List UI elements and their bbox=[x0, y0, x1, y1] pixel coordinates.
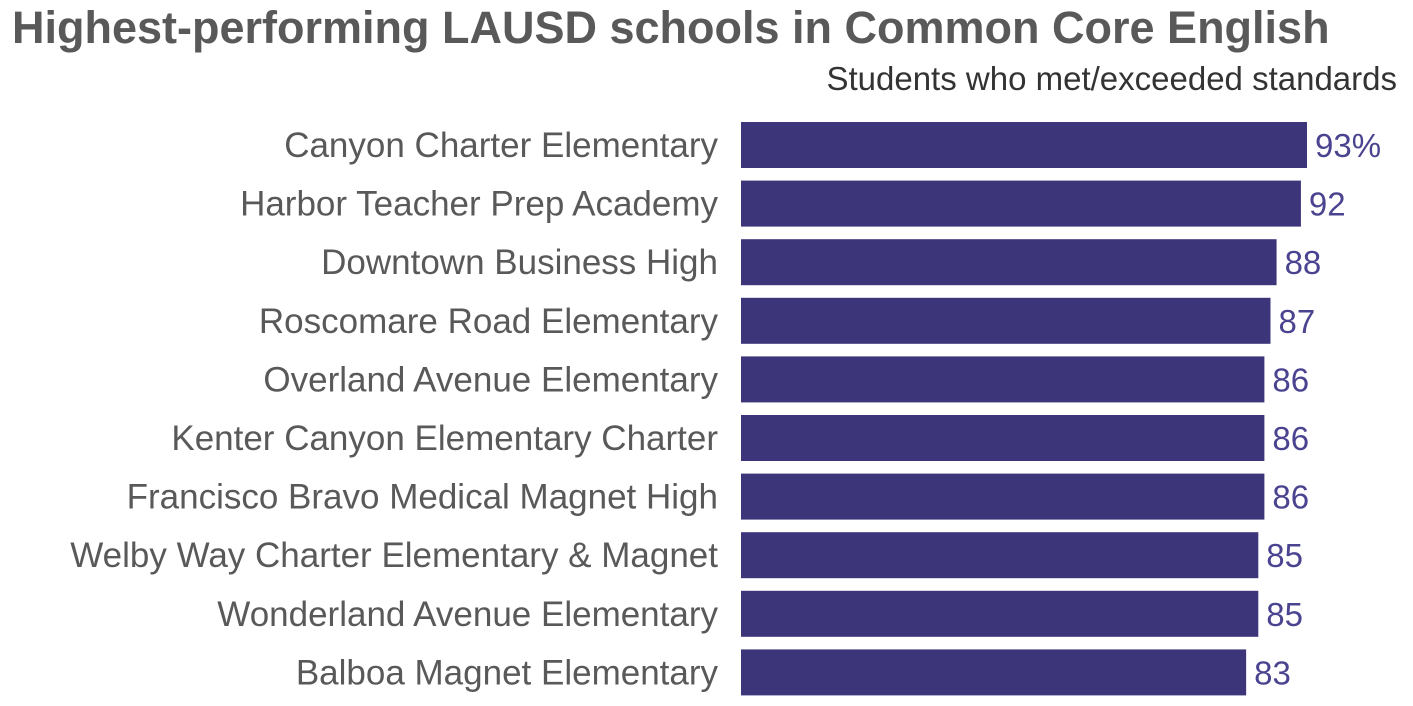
category-label: Downtown Business High bbox=[321, 243, 718, 282]
value-label: 88 bbox=[1285, 244, 1322, 281]
category-label: Roscomare Road Elementary bbox=[259, 302, 719, 341]
bar-8 bbox=[741, 532, 1259, 579]
value-labels: 93% 92 88 87 86 86 86 85 85 83 bbox=[1254, 127, 1381, 691]
category-label: Kenter Canyon Elementary Charter bbox=[171, 419, 718, 458]
bar-1 bbox=[741, 122, 1307, 168]
bar-6 bbox=[741, 415, 1265, 461]
value-label: 87 bbox=[1278, 303, 1315, 340]
value-label: 92 bbox=[1309, 186, 1346, 223]
category-labels: Canyon Charter Elementary Harbor Teacher … bbox=[70, 126, 718, 692]
value-label: 85 bbox=[1266, 596, 1303, 633]
value-label: 85 bbox=[1266, 537, 1303, 574]
bar-3 bbox=[741, 239, 1277, 286]
category-label: Welby Way Charter Elementary & Magnet bbox=[70, 536, 718, 575]
value-label: 86 bbox=[1272, 479, 1309, 516]
category-label: Francisco Bravo Medical Magnet High bbox=[127, 478, 718, 517]
category-label: Balboa Magnet Elementary bbox=[296, 653, 719, 692]
value-label: 86 bbox=[1272, 420, 1309, 457]
category-label: Wonderland Avenue Elementary bbox=[217, 595, 718, 634]
bar-9 bbox=[741, 590, 1259, 637]
value-label: 86 bbox=[1272, 361, 1309, 398]
category-label: Harbor Teacher Prep Academy bbox=[240, 185, 718, 224]
bars-group bbox=[741, 122, 1307, 696]
chart-title: Highest-performing LAUSD schools in Comm… bbox=[12, 2, 1330, 53]
value-label: 93% bbox=[1315, 127, 1381, 164]
bar-7 bbox=[741, 473, 1265, 520]
bar-2 bbox=[741, 180, 1301, 227]
category-label: Canyon Charter Elementary bbox=[284, 126, 718, 165]
bar-4 bbox=[741, 297, 1271, 344]
bar-10 bbox=[741, 649, 1247, 696]
value-label: 83 bbox=[1254, 654, 1291, 691]
chart-subtitle: Students who met/exceeded standards bbox=[826, 60, 1397, 97]
bar-5 bbox=[741, 356, 1265, 403]
category-label: Overland Avenue Elementary bbox=[263, 360, 718, 399]
